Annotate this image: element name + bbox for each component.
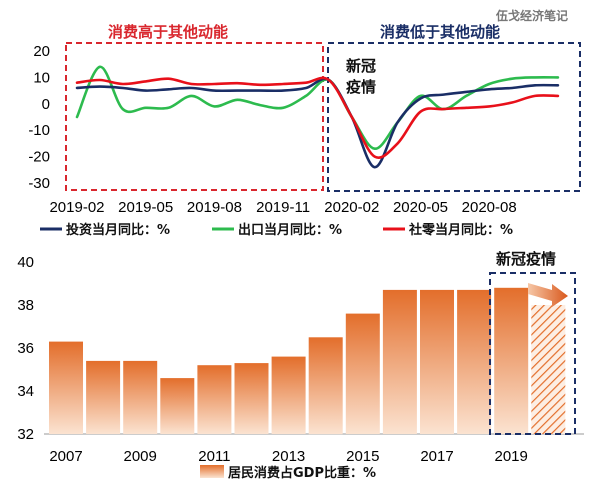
covid-highlight-box bbox=[489, 272, 576, 435]
watermark: 伍戈经济笔记 bbox=[495, 8, 568, 23]
line-chart: 消费高于其他动能 消费低于其他动能 新冠 疫情 20 10 0 -10 -20 -30 2… bbox=[28, 23, 581, 216]
line-xtick-label: 2019-02 bbox=[49, 199, 104, 216]
bar-xtick-label: 2017 bbox=[420, 448, 453, 465]
bar-ytick-label: 36 bbox=[17, 340, 34, 357]
line-ytick-label: 20 bbox=[33, 43, 50, 60]
legend-consumption: 居民消费占GDP比重：% bbox=[228, 465, 376, 481]
line-xtick-label: 2020-02 bbox=[324, 199, 379, 216]
covid-label-line1: 新冠 bbox=[346, 57, 376, 75]
legend-export: 出口当月同比：% bbox=[238, 222, 342, 238]
line-xtick-label: 2019-08 bbox=[187, 199, 242, 216]
bar-2013 bbox=[271, 356, 306, 434]
post-covid-box bbox=[327, 42, 581, 192]
covid-label-line2: 疫情 bbox=[346, 78, 376, 96]
line-legend: 投资当月同比：% 出口当月同比：% 社零当月同比：% bbox=[40, 222, 513, 238]
bar-2009 bbox=[123, 360, 158, 434]
bar-2008 bbox=[86, 360, 121, 434]
legend-retail: 社零当月同比：% bbox=[408, 222, 513, 238]
trend-arrow-icon bbox=[528, 283, 568, 307]
line-xtick-label: 2019-05 bbox=[118, 199, 173, 216]
bar-2011 bbox=[197, 365, 232, 434]
covid-bar-label: 新冠疫情 bbox=[496, 250, 556, 268]
pre-covid-box bbox=[65, 42, 324, 191]
bar-2018 bbox=[457, 289, 492, 434]
line-ytick-label: 10 bbox=[33, 69, 50, 86]
line-xtick-label: 2019-11 bbox=[256, 199, 310, 216]
bar-2014 bbox=[308, 337, 343, 435]
right-box-label: 消费低于其他动能 bbox=[380, 23, 500, 41]
bar-estimate-2020 bbox=[531, 305, 566, 434]
bar-2010 bbox=[160, 378, 195, 434]
line-ytick-label: -30 bbox=[28, 175, 50, 192]
bar-xtick-label: 2009 bbox=[124, 448, 157, 465]
line-ytick-label: 0 bbox=[42, 96, 50, 113]
line-ytick-label: -10 bbox=[28, 122, 50, 139]
legend-investment: 投资当月同比：% bbox=[66, 222, 170, 238]
bar-2015 bbox=[345, 313, 380, 434]
line-series-investment bbox=[75, 77, 560, 169]
left-box-label: 消费高于其他动能 bbox=[108, 23, 228, 41]
line-xtick-label: 2020-08 bbox=[462, 199, 517, 216]
bar-xtick-label: 2007 bbox=[49, 448, 82, 465]
bar-ytick-label: 40 bbox=[17, 254, 34, 271]
bar-2019 bbox=[494, 287, 529, 434]
bar-xtick-label: 2013 bbox=[272, 448, 305, 465]
line-ytick-label: -20 bbox=[28, 149, 50, 166]
bar-xtick-label: 2019 bbox=[495, 448, 528, 465]
bar-ytick-label: 38 bbox=[17, 297, 34, 314]
legend-swatch-consumption bbox=[200, 465, 224, 478]
bar-2007 bbox=[49, 341, 83, 434]
bar-ytick-label: 32 bbox=[17, 426, 34, 443]
line-series-retail bbox=[75, 76, 560, 159]
bar-xtick-label: 2015 bbox=[346, 448, 379, 465]
bar-ytick-label: 34 bbox=[17, 383, 34, 400]
bar-2016 bbox=[382, 289, 417, 434]
line-xtick-label: 2020-05 bbox=[393, 199, 448, 216]
bar-2012 bbox=[234, 363, 269, 434]
bar-2017 bbox=[420, 289, 454, 434]
bar-legend: 居民消费占GDP比重：% bbox=[200, 465, 376, 481]
bar-xtick-label: 2011 bbox=[198, 448, 230, 465]
